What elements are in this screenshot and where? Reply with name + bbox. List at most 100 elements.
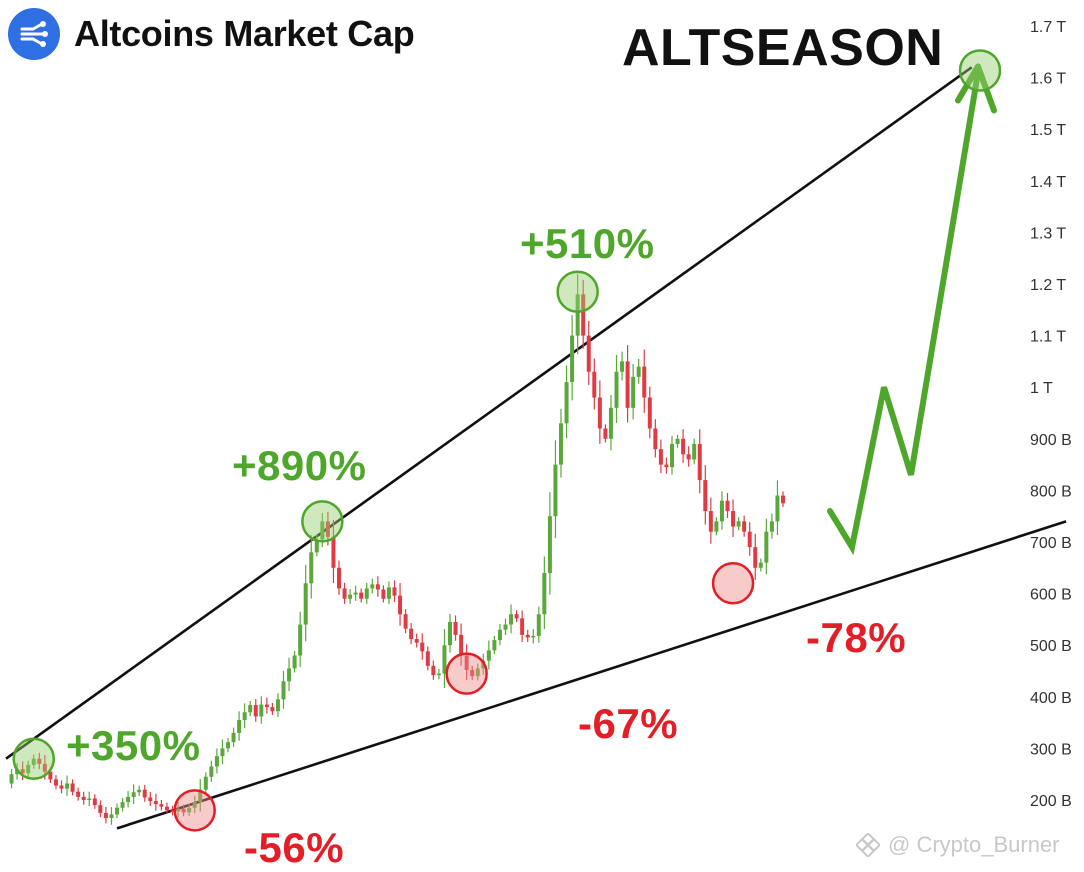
candle-body (436, 673, 441, 676)
candle-body (148, 797, 153, 802)
candle-body (531, 635, 536, 638)
candle-body (237, 720, 242, 733)
candle-body (475, 668, 480, 677)
candle-body (781, 495, 785, 504)
y-tick-label: 1.2 T (1030, 277, 1066, 294)
label-up-350: +350% (66, 722, 201, 769)
candle-body (536, 614, 541, 636)
candle-body (753, 547, 758, 568)
candle-body (764, 531, 769, 563)
y-tick-label: 1 T (1030, 380, 1053, 397)
candle-body (42, 763, 47, 772)
candle-body (509, 614, 514, 625)
candle-body (153, 801, 158, 805)
label-up-890: +890% (232, 442, 367, 489)
projection-arrow (827, 69, 981, 556)
candle-body (420, 642, 425, 652)
label-down-67: -67% (578, 700, 679, 747)
bottom-marker (173, 789, 216, 832)
candle-body (714, 521, 719, 532)
candle-body (187, 807, 192, 813)
candle-body (59, 785, 64, 789)
candle-body (298, 624, 303, 656)
candle-body (559, 423, 563, 465)
candle-body (375, 584, 380, 590)
candle-body (359, 592, 364, 599)
candle-body (470, 669, 475, 677)
candle-body (242, 712, 247, 721)
candle-body (725, 500, 730, 512)
watermark-text: @ Crypto_Burner (888, 832, 1060, 857)
candle-body (581, 294, 586, 336)
candle-body (364, 588, 369, 599)
candle-body (597, 397, 602, 429)
label-up-510: +510% (520, 220, 655, 267)
candle-body (20, 769, 25, 774)
candlesticks (9, 273, 785, 825)
markers (12, 49, 1002, 832)
candle-body (137, 789, 142, 793)
candle-body (176, 808, 181, 812)
candle-body (742, 521, 747, 532)
y-axis: 1.7 T 1.6 T 1.5 T 1.4 T 1.3 T 1.2 T 1.1 T 1 T 90… (1030, 19, 1072, 810)
candle-body (692, 443, 697, 460)
candle-body (231, 732, 236, 743)
candle-body (642, 366, 647, 398)
candle-body (442, 645, 447, 674)
candle-body (681, 438, 686, 455)
candle-body (81, 796, 86, 800)
peak-marker (556, 270, 599, 313)
candle-body (575, 294, 580, 336)
chart-title: Altcoins Market Cap (74, 13, 415, 54)
peak-marker (12, 737, 55, 780)
candle-body (675, 438, 680, 444)
candle-body (398, 595, 403, 615)
candle-body (109, 814, 114, 819)
candle-body (342, 588, 347, 599)
candle-body (115, 807, 119, 815)
candle-body (414, 639, 419, 643)
candle-body (608, 407, 613, 439)
candle-body (614, 371, 619, 408)
y-tick-label: 300 B (1030, 741, 1072, 758)
candle-body (775, 495, 780, 522)
y-tick-label: 700 B (1030, 535, 1072, 552)
candle-body (431, 665, 436, 676)
candle-body (448, 621, 452, 646)
candle-body (120, 802, 125, 808)
candle-body (459, 634, 464, 656)
candle-body (65, 783, 70, 789)
candle-body (325, 521, 330, 537)
candle-body (769, 521, 774, 532)
y-tick-label: 1.4 T (1030, 174, 1066, 191)
candle-body (564, 382, 569, 424)
candle-body (142, 789, 147, 798)
candle-body (625, 361, 630, 408)
candle-body (708, 511, 713, 532)
candle-body (570, 335, 575, 383)
candle-body (553, 464, 558, 517)
candle-body (620, 361, 625, 372)
peak-marker (301, 500, 344, 543)
watermark: @ Crypto_Burner (856, 832, 1060, 858)
candle-body (209, 766, 214, 777)
bottom-marker (445, 652, 488, 695)
candle-body (37, 758, 42, 764)
y-tick-label: 200 B (1030, 793, 1072, 810)
candle-body (203, 776, 208, 790)
candle-body (275, 699, 280, 712)
candle-body (653, 428, 658, 450)
projection-arrowhead (955, 63, 997, 114)
candle-body (503, 624, 508, 630)
candle-body (181, 808, 186, 813)
candle-body (353, 592, 358, 595)
candle-body (453, 621, 458, 635)
candle-body (542, 572, 547, 615)
candle-body (281, 681, 286, 700)
label-down-78: -78% (806, 614, 907, 661)
candle-body (270, 707, 275, 712)
candle-body (337, 567, 341, 589)
candle-body (331, 536, 336, 568)
candle-body (647, 397, 652, 429)
candle-body (198, 789, 203, 803)
